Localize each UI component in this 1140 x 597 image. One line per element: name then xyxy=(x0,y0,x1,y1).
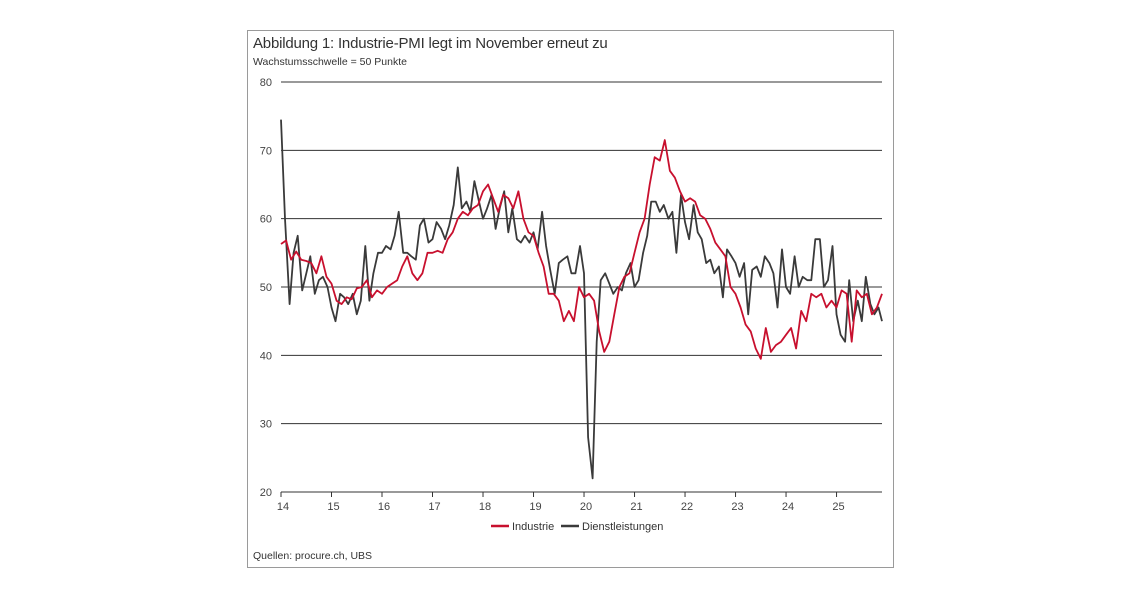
x-tick-label: 24 xyxy=(782,501,794,513)
x-tick-label: 17 xyxy=(428,501,440,513)
x-tick-label: 15 xyxy=(327,501,339,513)
y-tick-label: 80 xyxy=(260,77,272,89)
legend: Industrie Dienstleistungen xyxy=(491,521,663,533)
y-tick-label: 20 xyxy=(260,487,272,499)
x-tick-label: 16 xyxy=(378,501,390,513)
y-tick-label: 30 xyxy=(260,419,272,431)
y-tick-label: 70 xyxy=(260,145,272,157)
x-tick-label: 25 xyxy=(832,501,844,513)
y-tick-label: 40 xyxy=(260,350,272,362)
y-axis-ticks: 20 30 40 50 60 70 80 xyxy=(260,77,272,499)
chart-subtitle: Wachstumsschwelle = 50 Punkte xyxy=(253,56,407,68)
gridlines xyxy=(281,81,882,493)
chart-panel: Abbildung 1: Industrie-PMI legt im Novem… xyxy=(247,30,894,568)
y-tick-label: 60 xyxy=(260,214,272,226)
x-tick-label: 19 xyxy=(529,501,541,513)
series-line-industrie xyxy=(280,139,883,360)
x-tick-label: 14 xyxy=(277,501,289,513)
x-tick-label: 23 xyxy=(731,501,743,513)
x-tick-label: 18 xyxy=(479,501,491,513)
x-axis-ticks: 14 15 16 17 18 19 20 21 22 23 24 25 xyxy=(277,492,845,513)
chart-source: Quellen: procure.ch, UBS xyxy=(253,550,373,562)
series-line-dienstleistungen xyxy=(280,119,883,480)
y-tick-label: 50 xyxy=(260,282,272,294)
legend-label-dienstleistungen: Dienstleistungen xyxy=(582,521,663,533)
chart-title: Abbildung 1: Industrie-PMI legt im Novem… xyxy=(253,35,608,52)
x-tick-label: 22 xyxy=(681,501,693,513)
x-tick-label: 21 xyxy=(630,501,642,513)
legend-label-industrie: Industrie xyxy=(512,521,554,533)
x-tick-label: 20 xyxy=(580,501,592,513)
series-lines xyxy=(280,119,883,480)
